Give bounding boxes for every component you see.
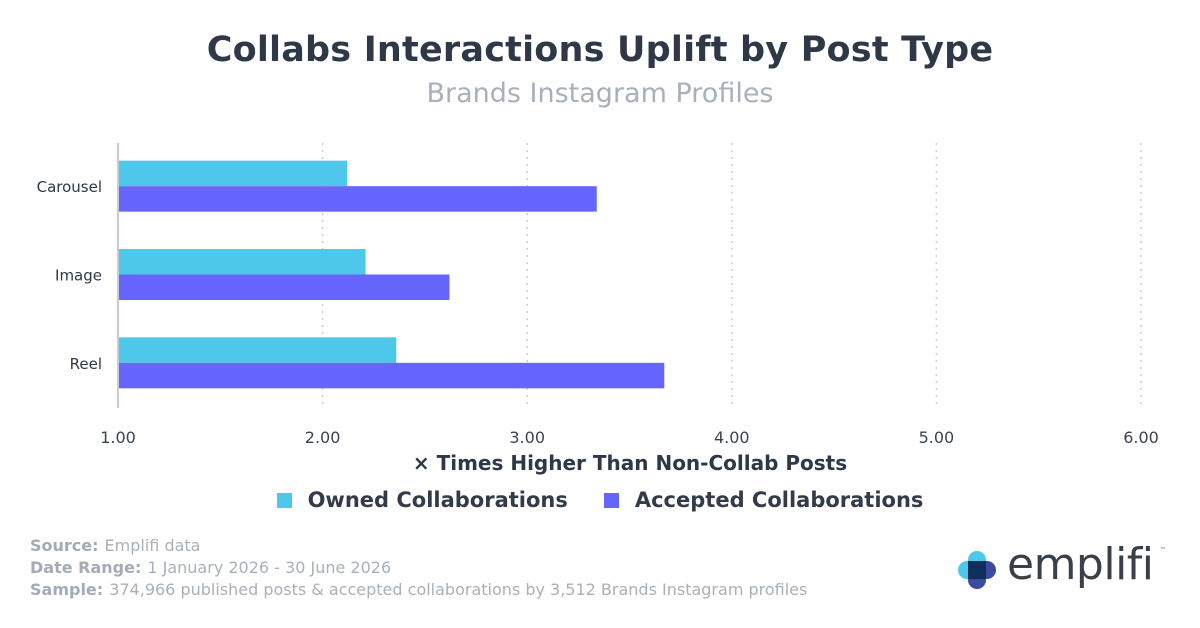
sample-label: Sample: [30, 580, 104, 599]
x-tick-label: 4.00 [714, 428, 750, 447]
bar-accepted [119, 274, 450, 300]
bar-owned [119, 249, 366, 275]
category-label: Carousel [37, 178, 102, 196]
legend-swatch-accepted [603, 492, 619, 508]
chart-footer: Source: Emplifi data Date Range: 1 January… [30, 535, 807, 601]
sample-value: 374,966 published posts & accepted colla… [109, 580, 808, 599]
x-tick-label: 1.00 [100, 428, 136, 447]
legend-item-accepted: Accepted Collaborations [603, 488, 924, 512]
bar-accepted [119, 186, 597, 212]
date-range-line: Date Range: 1 January 2026 - 30 June 2026 [30, 557, 807, 579]
legend-label-owned: Owned Collaborations [307, 488, 568, 512]
emplifi-logo-icon [958, 550, 996, 589]
date-range-label: Date Range: [30, 558, 142, 577]
x-tick-label: 5.00 [919, 428, 955, 447]
chart-subtitle: Brands Instagram Profiles [426, 78, 774, 109]
bar-owned [119, 337, 397, 363]
bar-owned [119, 160, 348, 187]
category-label: Image [55, 267, 102, 285]
trademark-mark: ™ [1159, 545, 1167, 554]
x-tick-label: 3.00 [509, 428, 545, 447]
legend-item-owned: Owned Collaborations [276, 488, 568, 512]
source-value: Emplifi data [104, 536, 201, 555]
chart-legend: Owned Collaborations Accepted Collaborat… [0, 488, 1200, 512]
x-axis-title: × Times Higher Than Non-Collab Posts [413, 451, 847, 475]
category-label: Reel [70, 355, 102, 373]
emplifi-logo: emplifi ™ [956, 539, 1170, 595]
date-range-value: 1 January 2026 - 30 June 2026 [147, 558, 392, 577]
bar-accepted [119, 362, 665, 389]
legend-swatch-owned [276, 492, 292, 508]
x-tick-label: 2.00 [305, 428, 341, 447]
emplifi-wordmark: emplifi [1007, 539, 1154, 590]
chart-title: Collabs Interactions Uplift by Post Type [206, 30, 994, 70]
source-line: Source: Emplifi data [30, 535, 807, 557]
source-label: Source: [30, 536, 99, 555]
legend-label-accepted: Accepted Collaborations [634, 488, 924, 512]
sample-line: Sample: 374,966 published posts & accepte… [30, 579, 807, 601]
x-tick-label: 6.00 [1123, 428, 1159, 447]
